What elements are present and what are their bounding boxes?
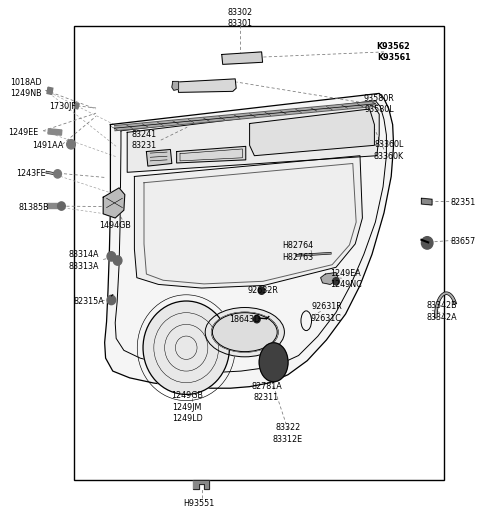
Text: 1494GB: 1494GB: [99, 221, 131, 230]
Polygon shape: [421, 198, 432, 205]
Text: 83302
83301: 83302 83301: [228, 8, 252, 29]
Ellipse shape: [205, 307, 285, 357]
Ellipse shape: [212, 312, 277, 352]
Text: 1249EE: 1249EE: [8, 128, 38, 137]
Circle shape: [54, 170, 61, 178]
Circle shape: [421, 237, 433, 249]
Bar: [47, 203, 58, 208]
Text: 81385B: 81385B: [18, 203, 49, 212]
Text: 93580R
93580L: 93580R 93580L: [364, 93, 395, 114]
Text: 1243FE: 1243FE: [16, 169, 46, 179]
Circle shape: [107, 252, 116, 261]
Polygon shape: [127, 103, 379, 172]
Text: 83657: 83657: [451, 237, 476, 246]
Circle shape: [333, 278, 339, 285]
Text: H93551: H93551: [183, 499, 215, 508]
Text: 83241
83231: 83241 83231: [132, 130, 156, 151]
Text: 83360L
83360K: 83360L 83360K: [374, 140, 404, 161]
Polygon shape: [178, 79, 236, 92]
Text: 1249EA
1249NC: 1249EA 1249NC: [330, 269, 361, 290]
Polygon shape: [146, 149, 172, 166]
Text: H82764
H82763: H82764 H82763: [282, 241, 313, 262]
Text: K93562
K93561: K93562 K93561: [377, 42, 410, 62]
Circle shape: [107, 295, 116, 305]
Text: 83322
83312E: 83322 83312E: [273, 423, 303, 444]
Circle shape: [258, 287, 265, 294]
Circle shape: [113, 256, 122, 265]
Text: 1018AD
1249NB: 1018AD 1249NB: [11, 78, 42, 99]
Polygon shape: [105, 93, 394, 388]
Circle shape: [143, 301, 229, 394]
Text: 82315A: 82315A: [73, 296, 104, 306]
Polygon shape: [222, 52, 263, 64]
Text: 1249GB
1249JM
1249LD: 1249GB 1249JM 1249LD: [171, 391, 203, 424]
Polygon shape: [321, 272, 338, 284]
Polygon shape: [250, 109, 374, 156]
Polygon shape: [47, 87, 53, 94]
Text: 1491AA: 1491AA: [32, 141, 64, 150]
Circle shape: [58, 202, 65, 210]
Bar: [74, 26, 444, 480]
Text: 83342B
83342A: 83342B 83342A: [426, 301, 457, 322]
Text: 92632R: 92632R: [248, 286, 278, 295]
Polygon shape: [74, 103, 79, 109]
Bar: [48, 129, 62, 135]
Polygon shape: [172, 81, 179, 90]
Circle shape: [67, 140, 75, 149]
Ellipse shape: [259, 343, 288, 382]
Polygon shape: [134, 156, 362, 288]
Polygon shape: [103, 188, 125, 218]
Text: 83314A
83313A: 83314A 83313A: [69, 250, 99, 271]
Polygon shape: [193, 480, 209, 489]
Text: 82351: 82351: [451, 198, 476, 207]
Circle shape: [253, 316, 260, 323]
Text: 1730JF: 1730JF: [49, 102, 76, 111]
Text: 82781A
82311: 82781A 82311: [251, 381, 282, 402]
Polygon shape: [177, 146, 246, 163]
Text: 18643D: 18643D: [229, 315, 260, 324]
Text: 92631R
92631C: 92631R 92631C: [311, 302, 342, 323]
